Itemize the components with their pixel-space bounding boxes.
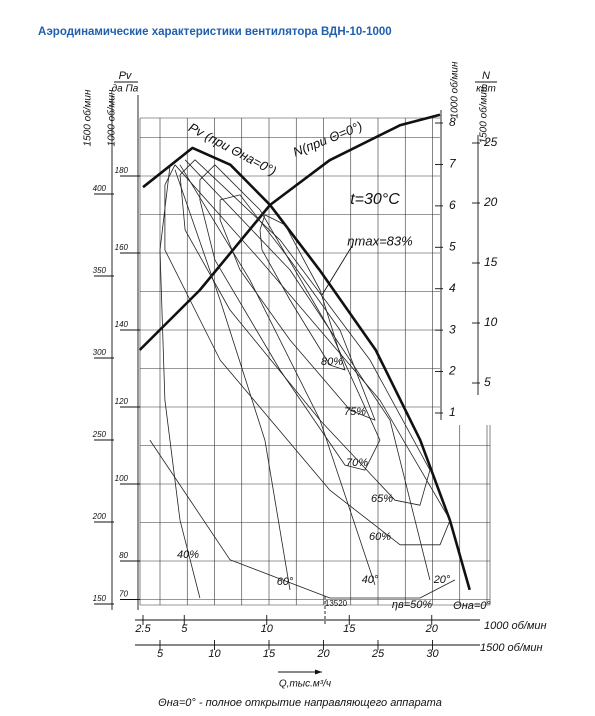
series-line [142, 146, 471, 591]
y2-tick-label: 20 [483, 195, 498, 209]
series-label: 40° [362, 574, 379, 586]
y2-tick-label: 5 [484, 375, 491, 389]
y2-tick-label: 5 [449, 239, 456, 253]
y2-unit: кВт [476, 84, 496, 95]
series-line [259, 214, 346, 371]
y2-axis-speed: 1500 об/мин [478, 86, 490, 143]
series-label: Pv (при Θна=0°) [186, 120, 279, 179]
y-tick-label: 140 [115, 320, 129, 329]
x-tick-label: 15 [263, 648, 276, 660]
y-axis-speed: 1500 об/мин [82, 89, 94, 146]
x-tick-label: 20 [425, 623, 439, 635]
y2-tick-label: 10 [484, 315, 498, 329]
y-tick-label: 160 [115, 243, 129, 252]
y2-tick-label: 15 [484, 255, 498, 269]
series-line [164, 164, 451, 546]
arrow-head [315, 669, 322, 675]
y-tick-label: 350 [93, 266, 107, 275]
chart-title: Аэродинамические характеристики вентилят… [38, 26, 392, 38]
x-tick-label: 20 [316, 648, 330, 660]
leader-line [321, 245, 353, 296]
x-axis-speed: 1000 об/мин [484, 620, 547, 632]
series-line [174, 169, 291, 590]
x-tick-label: 30 [426, 648, 439, 660]
x-tick-label: 5 [157, 648, 164, 660]
y-unit: да Па [112, 84, 139, 95]
y2-label: N [482, 70, 490, 82]
y-tick-label: 180 [115, 166, 129, 175]
y-label: Pv [119, 70, 133, 82]
y2-tick-label: 4 [449, 281, 456, 295]
y2-tick-label: 7 [449, 157, 457, 171]
series-line [219, 194, 376, 421]
series-line [179, 164, 376, 586]
x-tick-label: 15 [343, 623, 356, 635]
footnote: Θна=0° - полное открытие направляющего а… [158, 697, 442, 709]
annotation: Θна=0° [453, 600, 491, 612]
x-tick-label: 5 [181, 623, 188, 635]
series-line [149, 439, 456, 599]
series-label: 70% [346, 457, 368, 469]
y2-tick-label: 6 [449, 198, 456, 212]
series-label: 60° [277, 576, 294, 588]
y2-tick-label: 8 [449, 115, 456, 129]
y-tick-label: 300 [93, 348, 107, 357]
y-tick-label: 150 [93, 594, 107, 603]
y2-tick-label: 2 [448, 364, 456, 378]
x-tick-label: 25 [371, 648, 385, 660]
series-line [199, 164, 381, 471]
series-line [159, 164, 201, 599]
series-label: ηв=50% [392, 599, 433, 611]
y-tick-label: 250 [92, 430, 107, 439]
x-tick-label: 2.5 [134, 623, 151, 635]
y-tick-label: 400 [93, 184, 107, 193]
x-tick-label: 10 [261, 623, 274, 635]
annotation: 13520 [325, 599, 348, 608]
y-tick-label: 70 [119, 590, 128, 599]
series-label: 80% [321, 356, 343, 368]
y-tick-label: 200 [92, 512, 107, 521]
series-label: 20° [433, 574, 451, 586]
annotation: ηmax=83% [347, 233, 412, 248]
series-label: 75% [344, 406, 366, 418]
x-tick-label: 10 [208, 648, 221, 660]
annotation: t=30°C [350, 191, 400, 208]
series-line [179, 159, 431, 506]
series-label: N(при Θ=0°) [291, 118, 365, 159]
y-tick-label: 120 [115, 397, 129, 406]
x-axis-speed: 1500 об/мин [480, 642, 543, 654]
y2-tick-label: 1 [449, 405, 456, 419]
x-label: Q,тыс.м³/ч [279, 679, 331, 690]
y2-tick-label: 3 [449, 322, 456, 336]
series-label: 60% [369, 531, 391, 543]
y-tick-label: 80 [119, 551, 128, 560]
y2-axis-speed: 1000 об/мин [449, 61, 461, 118]
series-label: 40% [177, 549, 199, 561]
series-line [184, 159, 431, 580]
series-label: 65% [371, 493, 393, 505]
y2-tick-label: 25 [483, 135, 498, 149]
y-tick-label: 100 [115, 474, 129, 483]
